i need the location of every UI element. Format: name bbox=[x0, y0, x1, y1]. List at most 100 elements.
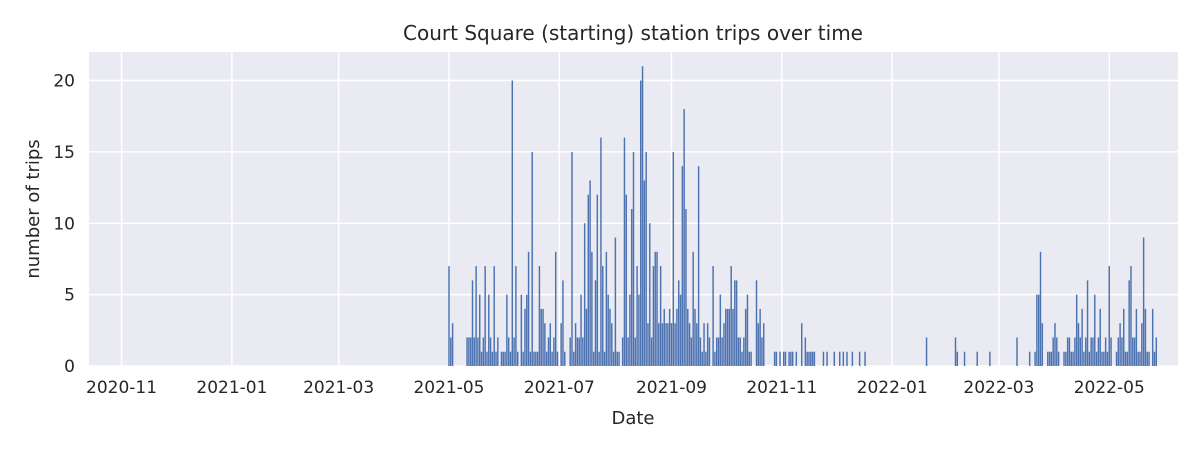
bar bbox=[511, 80, 514, 366]
bar bbox=[703, 323, 705, 366]
y-tick-label: 20 bbox=[53, 72, 75, 92]
bar bbox=[739, 337, 741, 366]
bar bbox=[1068, 337, 1071, 366]
bar bbox=[491, 351, 494, 366]
bar bbox=[544, 323, 546, 366]
bar bbox=[1103, 351, 1105, 366]
bar bbox=[649, 223, 651, 366]
bar bbox=[592, 351, 595, 366]
bar bbox=[605, 251, 608, 366]
bar bbox=[688, 323, 691, 366]
bar bbox=[1039, 251, 1042, 366]
bar bbox=[763, 323, 765, 366]
bar bbox=[520, 294, 523, 366]
bar bbox=[451, 323, 454, 366]
bar bbox=[1079, 337, 1082, 366]
bar bbox=[838, 351, 841, 366]
bar bbox=[533, 351, 535, 366]
bar bbox=[779, 351, 781, 366]
bar bbox=[448, 266, 450, 366]
bar bbox=[513, 337, 515, 366]
bar bbox=[587, 194, 589, 366]
bar bbox=[735, 280, 738, 366]
bar bbox=[562, 280, 564, 366]
bar bbox=[450, 337, 452, 366]
x-tick-label: 2021-11 bbox=[746, 378, 817, 398]
bar bbox=[489, 337, 492, 366]
bar bbox=[591, 251, 593, 366]
bar bbox=[1054, 323, 1056, 366]
bar bbox=[477, 337, 479, 366]
bar bbox=[858, 351, 861, 366]
bar bbox=[851, 351, 854, 366]
bar bbox=[526, 294, 528, 366]
bar bbox=[625, 194, 627, 366]
bar bbox=[598, 351, 600, 366]
bar bbox=[694, 308, 696, 366]
bar bbox=[641, 66, 644, 366]
bar bbox=[661, 323, 664, 366]
bar bbox=[475, 266, 477, 366]
bar bbox=[842, 351, 845, 366]
bar bbox=[715, 337, 718, 366]
bar bbox=[506, 294, 508, 366]
bar bbox=[480, 351, 483, 366]
bar bbox=[1139, 351, 1141, 366]
x-tick-label: 2021-05 bbox=[413, 378, 484, 398]
bar bbox=[522, 351, 524, 366]
bar bbox=[502, 351, 504, 366]
bar bbox=[723, 323, 725, 366]
bar bbox=[627, 337, 629, 366]
bar bbox=[788, 351, 790, 366]
bar bbox=[725, 308, 727, 366]
bar bbox=[1034, 351, 1036, 366]
bar bbox=[1117, 337, 1120, 366]
bar bbox=[721, 337, 723, 366]
bar bbox=[1151, 308, 1154, 366]
bar bbox=[1037, 294, 1040, 366]
bar bbox=[564, 351, 566, 366]
y-tick-label: 10 bbox=[53, 214, 75, 234]
bar bbox=[1110, 337, 1112, 366]
bar bbox=[1063, 351, 1065, 366]
bar bbox=[1130, 266, 1132, 366]
y-tick-label: 5 bbox=[64, 286, 75, 306]
bar bbox=[515, 266, 517, 366]
bar bbox=[535, 351, 537, 366]
bar bbox=[618, 351, 620, 366]
bar bbox=[808, 351, 810, 366]
bar bbox=[479, 294, 481, 366]
x-tick-label: 2022-03 bbox=[963, 378, 1034, 398]
bar bbox=[976, 351, 978, 366]
bar bbox=[468, 337, 470, 366]
chart-title: Court Square (starting) station trips ov… bbox=[403, 21, 863, 45]
bar bbox=[687, 308, 689, 366]
bar bbox=[545, 351, 548, 366]
x-tick-label: 2022-05 bbox=[1074, 378, 1145, 398]
bar bbox=[1099, 308, 1101, 366]
bar bbox=[833, 351, 836, 366]
bar bbox=[607, 294, 609, 366]
bar bbox=[640, 80, 642, 366]
bar bbox=[1123, 308, 1125, 366]
bar bbox=[582, 337, 584, 366]
bar bbox=[1135, 308, 1138, 366]
bar bbox=[1081, 308, 1083, 366]
bar bbox=[517, 351, 519, 366]
bar bbox=[556, 351, 559, 366]
bar bbox=[726, 308, 729, 366]
bar bbox=[1115, 351, 1118, 366]
bar bbox=[473, 337, 476, 366]
bar bbox=[1133, 337, 1136, 366]
bar bbox=[1085, 337, 1087, 366]
bar bbox=[634, 337, 637, 366]
bar bbox=[963, 351, 966, 366]
bar bbox=[576, 337, 579, 366]
bar bbox=[650, 337, 653, 366]
bar bbox=[1074, 337, 1076, 366]
bar bbox=[743, 337, 745, 366]
bar bbox=[826, 351, 828, 366]
bar bbox=[699, 337, 702, 366]
bar bbox=[647, 323, 649, 366]
